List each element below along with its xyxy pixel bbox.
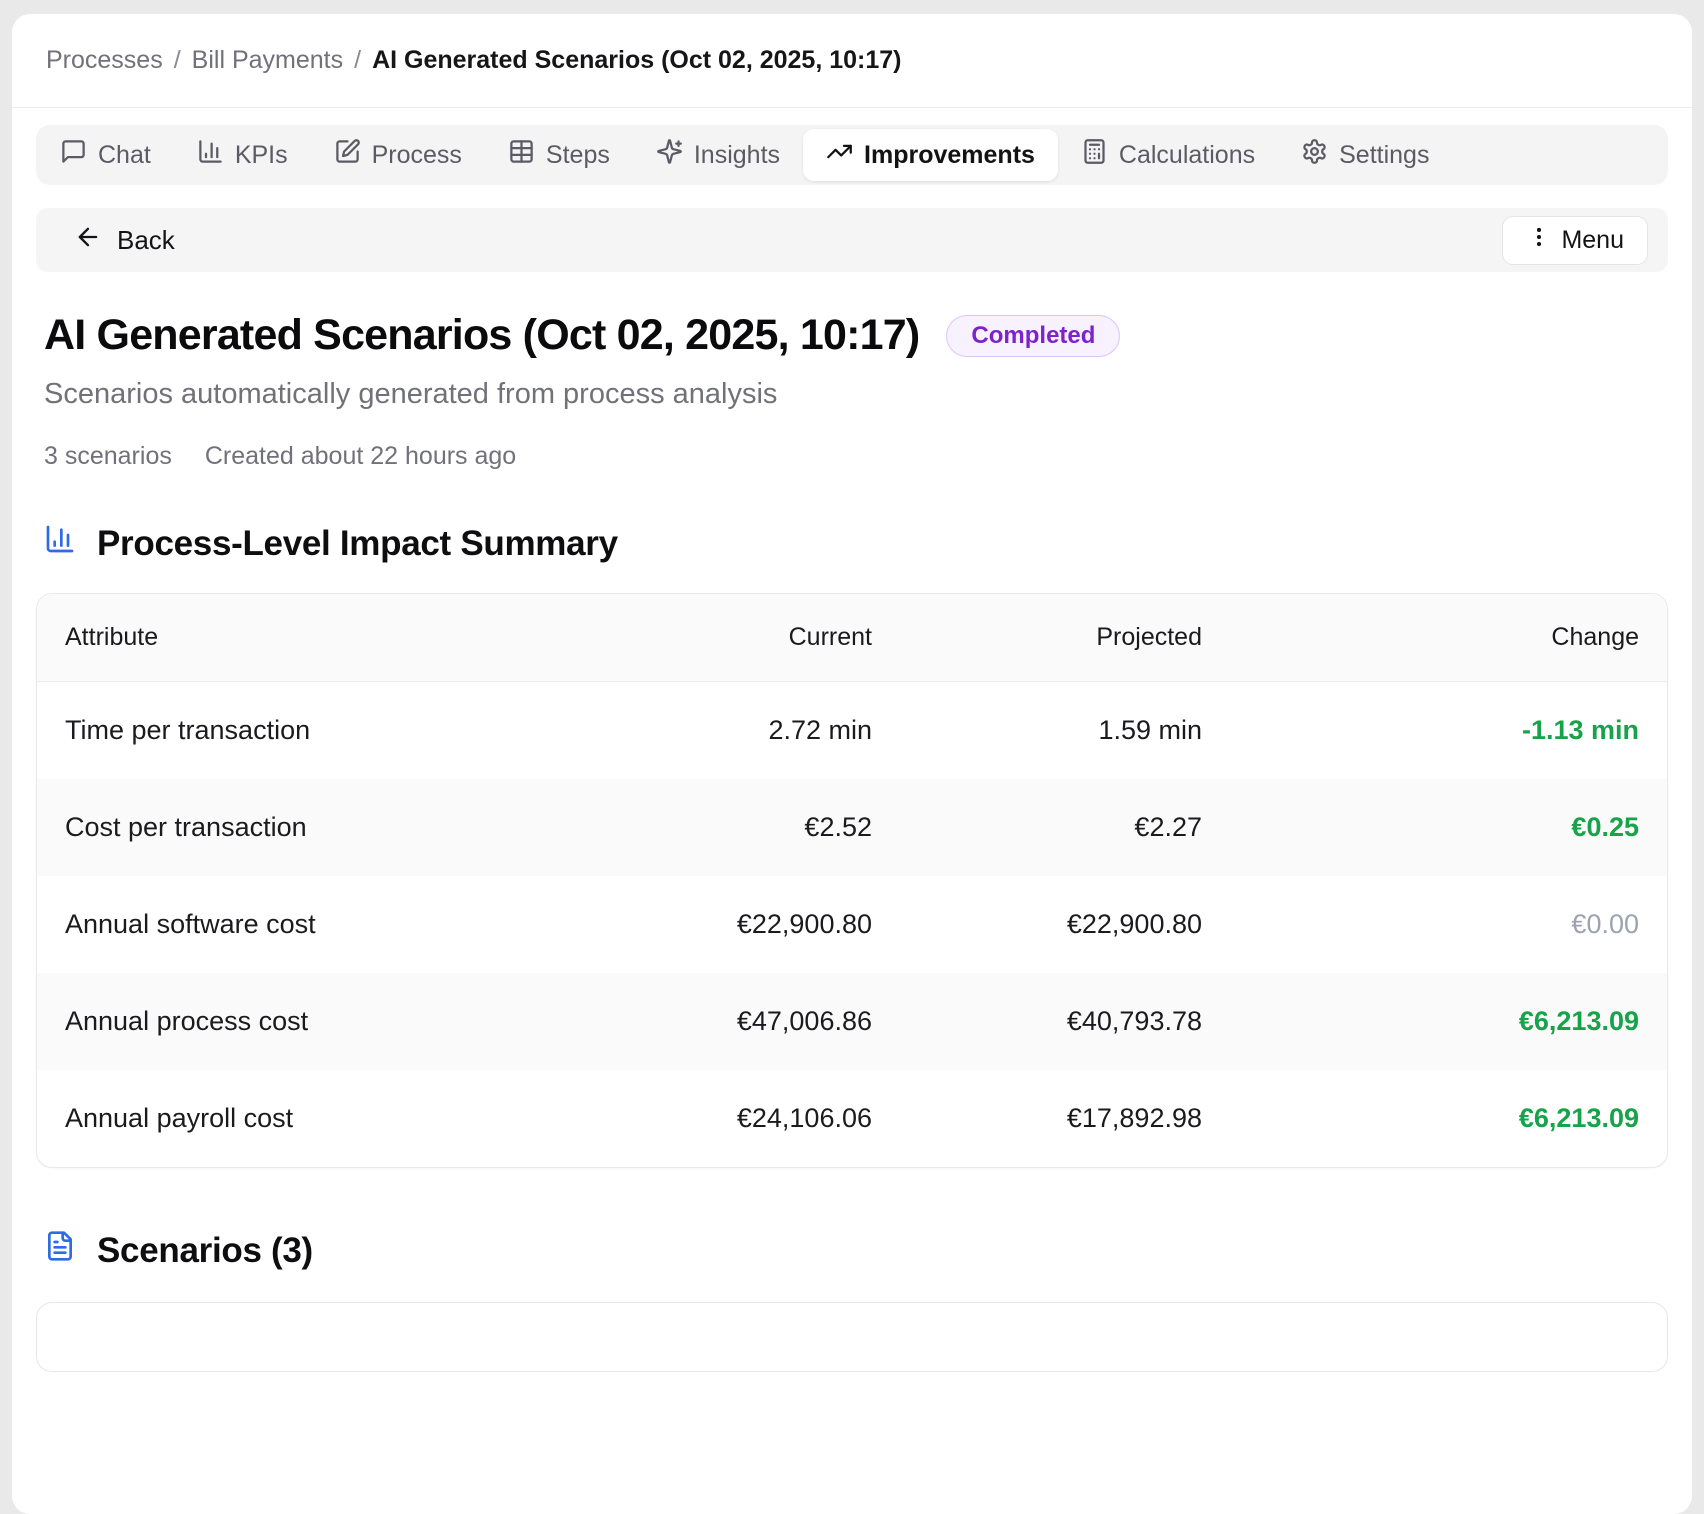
tab-improvements[interactable]: Improvements bbox=[803, 129, 1058, 181]
vertical-dots-icon bbox=[1526, 224, 1552, 257]
change-cell: €0.00 bbox=[1571, 909, 1639, 939]
impact-summary-title: Process-Level Impact Summary bbox=[97, 523, 618, 563]
attribute-cell: Annual software cost bbox=[65, 909, 316, 939]
attribute-cell: Annual payroll cost bbox=[65, 1103, 294, 1133]
current-cell: €2.52 bbox=[804, 812, 872, 842]
scenario-count: 3 scenarios bbox=[44, 442, 172, 470]
current-cell: €22,900.80 bbox=[736, 909, 872, 939]
column-header-change: Change bbox=[1551, 623, 1639, 651]
projected-cell: €22,900.80 bbox=[1066, 909, 1202, 939]
current-cell: 2.72 min bbox=[768, 715, 872, 745]
current-cell: €47,006.86 bbox=[736, 1006, 872, 1036]
impact-summary-table: Attribute Current Projected Change Time … bbox=[36, 593, 1668, 1168]
menu-button[interactable]: Menu bbox=[1502, 215, 1648, 265]
tab-calculations[interactable]: Calculations bbox=[1058, 129, 1278, 181]
table-row: Cost per transaction €2.52 €2.27 €0.25 bbox=[37, 779, 1667, 876]
projected-cell: €2.27 bbox=[1134, 812, 1202, 842]
sparkles-icon bbox=[656, 138, 683, 172]
projected-cell: 1.59 min bbox=[1098, 715, 1202, 745]
impact-summary-header: Process-Level Impact Summary bbox=[44, 523, 1668, 564]
tab-insights[interactable]: Insights bbox=[633, 129, 803, 181]
column-header-attribute: Attribute bbox=[65, 623, 159, 651]
gear-icon bbox=[1301, 138, 1328, 172]
table-icon bbox=[508, 138, 535, 172]
change-cell: €0.25 bbox=[1571, 812, 1639, 842]
breadcrumb-separator: / bbox=[354, 46, 362, 74]
breadcrumb-current: AI Generated Scenarios (Oct 02, 2025, 10… bbox=[372, 46, 902, 74]
page-title: AI Generated Scenarios (Oct 02, 2025, 10… bbox=[44, 311, 920, 359]
table-row: Annual process cost €47,006.86 €40,793.7… bbox=[37, 973, 1667, 1070]
tab-process[interactable]: Process bbox=[311, 129, 485, 181]
table-header-row: Attribute Current Projected Change bbox=[37, 594, 1667, 682]
page-subtitle: Scenarios automatically generated from p… bbox=[44, 378, 778, 410]
title-row: AI Generated Scenarios (Oct 02, 2025, 10… bbox=[44, 311, 1668, 360]
attribute-cell: Annual process cost bbox=[65, 1006, 309, 1036]
trending-up-icon bbox=[826, 138, 853, 172]
tab-label: Process bbox=[371, 140, 462, 169]
tab-label: Steps bbox=[545, 140, 610, 169]
tab-bar: Chat KPIs Process Steps Insights Improve… bbox=[36, 125, 1668, 185]
tab-label: KPIs bbox=[234, 140, 288, 169]
column-header-projected: Projected bbox=[1096, 623, 1202, 651]
table-body: Time per transaction 2.72 min 1.59 min -… bbox=[37, 682, 1667, 1167]
back-button[interactable]: Back bbox=[74, 223, 175, 258]
table-row: Annual software cost €22,900.80 €22,900.… bbox=[37, 876, 1667, 973]
tab-label: Settings bbox=[1339, 140, 1430, 169]
main-card: Processes / Bill Payments / AI Generated… bbox=[12, 14, 1692, 1514]
attribute-cell: Time per transaction bbox=[65, 715, 311, 745]
projected-cell: €40,793.78 bbox=[1066, 1006, 1202, 1036]
change-cell: €6,213.09 bbox=[1518, 1103, 1639, 1133]
breadcrumb-separator: / bbox=[173, 46, 181, 74]
calculator-icon bbox=[1081, 138, 1108, 172]
created-timestamp: Created about 22 hours ago bbox=[204, 442, 517, 470]
tab-steps[interactable]: Steps bbox=[485, 129, 633, 181]
column-header-current: Current bbox=[788, 623, 872, 651]
tab-label: Chat bbox=[98, 140, 151, 169]
scenario-card[interactable] bbox=[36, 1302, 1668, 1372]
tab-label: Insights bbox=[693, 140, 781, 169]
edit-icon bbox=[334, 138, 361, 172]
change-cell: €6,213.09 bbox=[1518, 1006, 1639, 1036]
projected-cell: €17,892.98 bbox=[1066, 1103, 1202, 1133]
scenarios-header: Scenarios (3) bbox=[44, 1230, 1668, 1271]
meta-row: 3 scenarios Created about 22 hours ago bbox=[44, 442, 1668, 471]
tab-settings[interactable]: Settings bbox=[1278, 129, 1452, 181]
action-bar: Back Menu bbox=[36, 208, 1668, 272]
menu-label: Menu bbox=[1561, 225, 1624, 254]
tab-chat[interactable]: Chat bbox=[37, 129, 174, 181]
breadcrumb: Processes / Bill Payments / AI Generated… bbox=[12, 14, 1692, 108]
back-label: Back bbox=[117, 224, 175, 255]
status-badge: Completed bbox=[946, 314, 1121, 357]
tab-label: Calculations bbox=[1118, 140, 1256, 169]
breadcrumb-bill-payments[interactable]: Bill Payments bbox=[191, 46, 344, 74]
table-row: Time per transaction 2.72 min 1.59 min -… bbox=[37, 682, 1667, 779]
attribute-cell: Cost per transaction bbox=[65, 812, 307, 842]
scenarios-title: Scenarios (3) bbox=[97, 1230, 313, 1270]
chat-icon bbox=[60, 138, 87, 172]
change-cell: -1.13 min bbox=[1521, 715, 1639, 745]
breadcrumb-processes[interactable]: Processes bbox=[46, 46, 163, 74]
arrow-left-icon bbox=[74, 223, 102, 258]
tab-label: Improvements bbox=[864, 140, 1035, 169]
file-text-icon bbox=[44, 1230, 76, 1271]
table-row: Annual payroll cost €24,106.06 €17,892.9… bbox=[37, 1070, 1667, 1167]
current-cell: €24,106.06 bbox=[736, 1103, 872, 1133]
tab-kpis[interactable]: KPIs bbox=[174, 129, 311, 181]
bar-chart-icon bbox=[44, 523, 76, 564]
bar-chart-icon bbox=[197, 138, 224, 172]
